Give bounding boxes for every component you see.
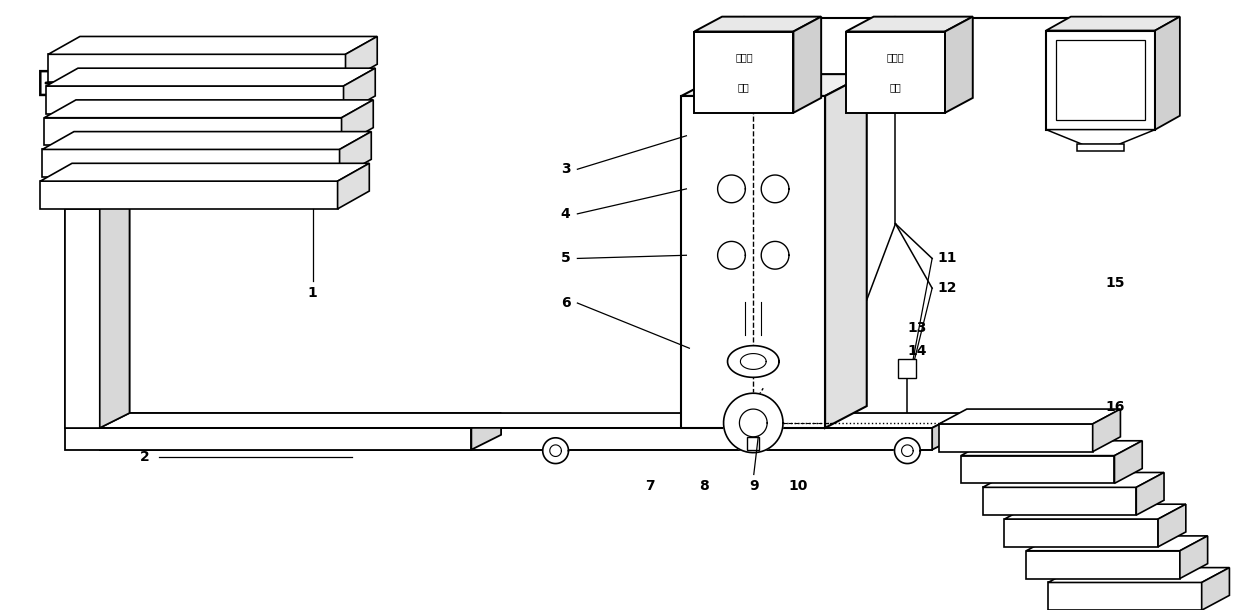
- Polygon shape: [543, 438, 568, 463]
- Polygon shape: [48, 55, 346, 82]
- Polygon shape: [899, 359, 916, 378]
- Polygon shape: [1047, 31, 1156, 129]
- Polygon shape: [1158, 504, 1185, 547]
- Polygon shape: [64, 195, 129, 210]
- Polygon shape: [64, 209, 99, 428]
- Polygon shape: [748, 437, 759, 450]
- Text: 6: 6: [560, 296, 570, 310]
- Text: 15: 15: [1106, 276, 1125, 290]
- Polygon shape: [41, 181, 337, 209]
- Polygon shape: [1076, 145, 1125, 151]
- Polygon shape: [724, 393, 782, 452]
- Polygon shape: [42, 132, 371, 150]
- Polygon shape: [1180, 536, 1208, 579]
- Polygon shape: [694, 17, 821, 31]
- Polygon shape: [340, 132, 371, 177]
- Polygon shape: [894, 438, 920, 463]
- Polygon shape: [1027, 550, 1180, 579]
- Polygon shape: [932, 413, 962, 450]
- Polygon shape: [939, 409, 1121, 424]
- Text: 制卡: 制卡: [889, 82, 901, 92]
- Polygon shape: [343, 68, 376, 114]
- Polygon shape: [549, 445, 562, 457]
- Text: 集卡: 集卡: [738, 82, 750, 92]
- Text: 10: 10: [789, 479, 808, 493]
- Polygon shape: [761, 242, 789, 269]
- Polygon shape: [901, 445, 913, 457]
- Polygon shape: [825, 74, 867, 428]
- Polygon shape: [682, 74, 867, 96]
- Polygon shape: [961, 441, 1142, 455]
- Polygon shape: [337, 163, 370, 209]
- Polygon shape: [99, 195, 129, 428]
- Polygon shape: [1115, 441, 1142, 484]
- Polygon shape: [42, 150, 340, 177]
- Polygon shape: [46, 86, 343, 114]
- Polygon shape: [45, 118, 341, 145]
- Text: 图像采: 图像采: [735, 53, 753, 63]
- Polygon shape: [341, 100, 373, 145]
- Polygon shape: [945, 17, 972, 113]
- Polygon shape: [1092, 409, 1121, 452]
- Polygon shape: [728, 346, 779, 378]
- Polygon shape: [46, 68, 376, 86]
- Polygon shape: [1136, 473, 1164, 515]
- Polygon shape: [761, 175, 789, 203]
- Text: 2: 2: [139, 449, 149, 463]
- Text: 13: 13: [908, 321, 928, 335]
- Text: 14: 14: [908, 344, 928, 357]
- Polygon shape: [41, 163, 370, 181]
- Polygon shape: [846, 17, 972, 31]
- Polygon shape: [982, 473, 1164, 487]
- Polygon shape: [41, 61, 162, 105]
- Polygon shape: [64, 413, 501, 428]
- Text: 4: 4: [560, 207, 570, 221]
- Text: 3: 3: [560, 162, 570, 177]
- Polygon shape: [64, 210, 99, 428]
- Polygon shape: [718, 175, 745, 203]
- Polygon shape: [1004, 504, 1185, 519]
- Polygon shape: [45, 100, 373, 118]
- Polygon shape: [794, 17, 821, 113]
- Polygon shape: [99, 194, 129, 428]
- Polygon shape: [1048, 582, 1202, 610]
- Polygon shape: [471, 413, 501, 450]
- Polygon shape: [1156, 17, 1180, 129]
- Polygon shape: [939, 424, 1092, 452]
- Text: 8: 8: [699, 479, 709, 493]
- Polygon shape: [1047, 129, 1156, 145]
- Polygon shape: [846, 31, 945, 113]
- Text: 9: 9: [749, 479, 759, 493]
- Text: 1: 1: [308, 286, 317, 300]
- Polygon shape: [1027, 536, 1208, 550]
- Text: 12: 12: [937, 281, 957, 295]
- Text: 运动控: 运动控: [887, 53, 904, 63]
- Polygon shape: [99, 413, 962, 428]
- Polygon shape: [1056, 40, 1146, 120]
- Polygon shape: [718, 242, 745, 269]
- Polygon shape: [1004, 519, 1158, 547]
- Polygon shape: [682, 96, 825, 428]
- Polygon shape: [48, 36, 377, 55]
- Polygon shape: [1047, 17, 1180, 31]
- Polygon shape: [346, 36, 377, 82]
- Polygon shape: [694, 31, 794, 113]
- Polygon shape: [961, 455, 1115, 484]
- Text: 11: 11: [937, 251, 957, 265]
- Polygon shape: [982, 487, 1136, 515]
- Text: 7: 7: [645, 479, 655, 493]
- Polygon shape: [1048, 568, 1229, 582]
- Polygon shape: [1202, 568, 1229, 610]
- Polygon shape: [64, 428, 471, 450]
- Text: 5: 5: [560, 251, 570, 265]
- Text: 16: 16: [1106, 400, 1125, 414]
